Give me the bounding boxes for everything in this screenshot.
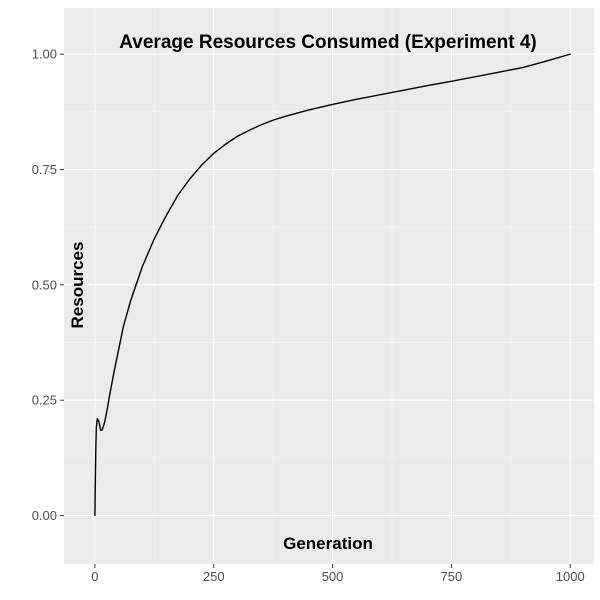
axis-ticks bbox=[60, 53, 571, 568]
minor-gridlines bbox=[64, 8, 594, 564]
x-axis-title: Generation bbox=[283, 534, 373, 553]
x-tick-label: 0 bbox=[91, 569, 98, 584]
x-tick-label: 1000 bbox=[556, 569, 585, 584]
y-tick-label: 0.00 bbox=[32, 508, 57, 523]
x-tick-label: 750 bbox=[441, 569, 463, 584]
y-tick-label: 0.50 bbox=[32, 277, 57, 292]
series-line bbox=[94, 53, 571, 517]
x-tick-label: 250 bbox=[203, 569, 225, 584]
y-axis-title: Resources bbox=[68, 242, 87, 329]
y-tick-label: 1.00 bbox=[32, 47, 57, 62]
y-tick-label: 0.75 bbox=[32, 162, 57, 177]
major-gridlines bbox=[64, 8, 594, 564]
tick-labels: 0 250 500 750 1000 0.00 0.25 0.50 0.75 1.00 bbox=[32, 47, 585, 584]
y-tick-label: 0.25 bbox=[32, 393, 57, 408]
chart-title: Average Resources Consumed (Experiment 4… bbox=[119, 32, 536, 53]
x-tick-label: 500 bbox=[322, 569, 344, 584]
plot-panel bbox=[64, 8, 594, 564]
series-layer bbox=[94, 53, 571, 517]
